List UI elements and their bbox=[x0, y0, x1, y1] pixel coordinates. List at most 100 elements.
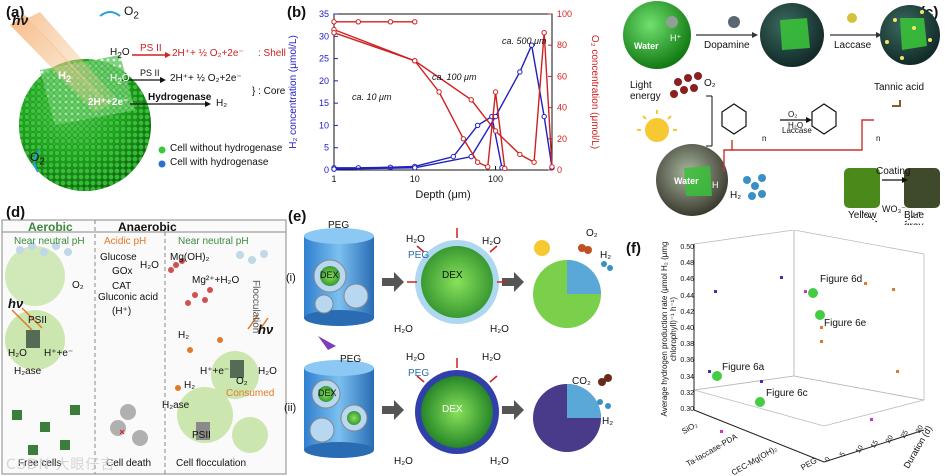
label-6c: Figure 6c bbox=[766, 388, 808, 399]
gallic-ring-1 bbox=[721, 103, 747, 135]
core-h2-label: H₂ bbox=[216, 98, 228, 109]
flocculation-vertical: Flocculation bbox=[250, 280, 261, 334]
psii-shell-label: PS II bbox=[140, 43, 162, 54]
f-ytick-1: 0.32 bbox=[680, 389, 694, 397]
peg-label-1: PEG bbox=[328, 220, 350, 231]
series-line-2 bbox=[333, 42, 553, 170]
h2o-right-label: H₂O bbox=[258, 366, 277, 377]
f-xcat-3: PEG bbox=[799, 456, 819, 473]
point-6e bbox=[815, 310, 825, 320]
f-yticks: 0.30 0.32 0.34 0.36 0.38 0.40 0.42 0.44 0.46 0.48… bbox=[670, 238, 694, 418]
panel-c: (c) bbox=[612, 0, 945, 225]
series-2-point-1 bbox=[412, 165, 418, 171]
arrow-3 bbox=[382, 400, 404, 420]
co2-label: CO₂ bbox=[572, 376, 591, 387]
y2-tick-label-5: 100 bbox=[557, 9, 572, 19]
anaerobic-label: Anaerobic bbox=[118, 220, 177, 234]
h2o-e-2: H₂O bbox=[482, 236, 501, 247]
laccase-small-label: Laccase bbox=[782, 126, 812, 135]
h2o-e-5: H₂O bbox=[406, 352, 425, 363]
x-tick-label-2: 100 bbox=[488, 174, 503, 184]
f-ytick-9: 0.48 bbox=[680, 260, 694, 268]
panel-a-illustration bbox=[10, 11, 211, 191]
h2o-e-4: H₂O bbox=[490, 324, 509, 335]
f-ytick-4: 0.38 bbox=[680, 341, 694, 349]
y2-tick-label-1: 20 bbox=[557, 134, 567, 144]
annotation-1: ca. 100 μm bbox=[432, 72, 477, 82]
panel-e-illustration bbox=[304, 228, 613, 458]
h2o-label-2: H2O bbox=[110, 73, 130, 86]
f-ztick-4: 20 bbox=[884, 434, 895, 445]
h2-e2-label: H₂ bbox=[602, 416, 614, 427]
panel-e: (e) bbox=[282, 208, 624, 476]
h-plus-label: H⁺ bbox=[670, 33, 682, 43]
f-ytick-3: 0.36 bbox=[680, 357, 694, 365]
cell-death-label: Cell death bbox=[106, 458, 152, 469]
dopamine-icon bbox=[728, 16, 740, 28]
y2-tick-label-4: 80 bbox=[557, 40, 567, 50]
f-ytick-5: 0.40 bbox=[680, 325, 694, 332]
dex-label-3: DEX bbox=[318, 388, 337, 398]
series-2-point-4 bbox=[517, 69, 523, 75]
point-6a bbox=[712, 371, 722, 381]
shell-label: : Shell bbox=[258, 48, 286, 59]
yellow-vial bbox=[844, 168, 880, 208]
legend-without-text: Cell without hydrogenase bbox=[170, 143, 283, 154]
arrow-4 bbox=[502, 400, 524, 420]
h2o-e-8: H₂O bbox=[490, 456, 509, 467]
f-ytick-2: 0.34 bbox=[680, 373, 694, 381]
legend-with-text: Cell with hydrogenase bbox=[170, 157, 269, 168]
psii-core-label: PS II bbox=[140, 68, 160, 78]
h2o-e-3: H₂O bbox=[394, 324, 413, 335]
y-tick-label-0: 0 bbox=[324, 165, 329, 175]
series-5-point-5 bbox=[531, 159, 537, 165]
series-5-point-1 bbox=[412, 58, 418, 64]
f-xcats: SiO₂ Ta-laccase-PDA CEC-Mg(OH)₂ PEG bbox=[680, 420, 834, 476]
panel-d-label: (d) bbox=[6, 204, 26, 221]
light-label: Light energy bbox=[630, 80, 661, 102]
panel-c-illustration bbox=[623, 1, 940, 223]
h-e-label-2: H⁺+e⁻ bbox=[200, 366, 230, 377]
o2-label-d: O₂ bbox=[72, 280, 84, 291]
free-cells-label: Free cells bbox=[18, 458, 62, 469]
x-axis-label: Depth (μm) bbox=[415, 189, 470, 201]
series-2-point-5 bbox=[528, 42, 535, 48]
mg-label: Mg²⁺+H₂O bbox=[192, 275, 240, 286]
f-xcat-2: CEC-Mg(OH)₂ bbox=[729, 444, 779, 476]
f-ztick-1: 5 bbox=[838, 451, 847, 458]
peg-label-3: PEG bbox=[340, 354, 362, 365]
acidic-label: Acidic pH bbox=[104, 236, 147, 247]
series-line-4 bbox=[333, 28, 506, 169]
wo-label: WO₃⁻ bbox=[882, 204, 906, 214]
aerobic-label: Aerobic bbox=[28, 220, 73, 234]
annotation-2: ca. 500 μm bbox=[502, 36, 547, 46]
neutral-label-1: Near neutral pH bbox=[14, 236, 85, 247]
series-3-point-3 bbox=[412, 19, 418, 25]
o2-reaction-label: O₂ bbox=[788, 110, 798, 119]
label-6a: Figure 6a bbox=[722, 362, 765, 373]
gox-label: GOx bbox=[112, 266, 133, 277]
series-4-point-2 bbox=[436, 89, 442, 95]
cell-floc-label: Cell flocculation bbox=[176, 458, 247, 469]
f-ytick-10: 0.50 bbox=[680, 244, 694, 251]
watermark: CSDN 大眼仔吉 bbox=[6, 457, 116, 473]
core-label: } : Core bbox=[252, 86, 286, 97]
dex-label-2: DEX bbox=[442, 270, 463, 281]
coating-label: Coating bbox=[876, 166, 911, 177]
laccase-icon bbox=[847, 13, 857, 23]
series-3-point-0 bbox=[331, 19, 337, 25]
gluconic-label: Gluconic acid bbox=[98, 292, 159, 303]
f-ytick-0: 0.30 bbox=[680, 406, 694, 413]
y-tick-label-4: 20 bbox=[319, 76, 329, 86]
dopamine-label: Dopamine bbox=[704, 40, 750, 51]
h2ase-label-2: H₂ase bbox=[162, 400, 190, 411]
y-tick-label-5: 25 bbox=[319, 54, 329, 64]
h2b-label: H₂ bbox=[184, 380, 196, 391]
dex-label-4: DEX bbox=[442, 404, 463, 415]
sphere-ii bbox=[421, 376, 493, 448]
core-h-label: 2H⁺+2e⁻ bbox=[88, 97, 129, 108]
consumed-label: Consumed bbox=[226, 388, 275, 399]
arrow-1 bbox=[382, 272, 404, 292]
series-5-point-6 bbox=[541, 30, 547, 36]
x-tick-label-1: 10 bbox=[410, 174, 420, 184]
